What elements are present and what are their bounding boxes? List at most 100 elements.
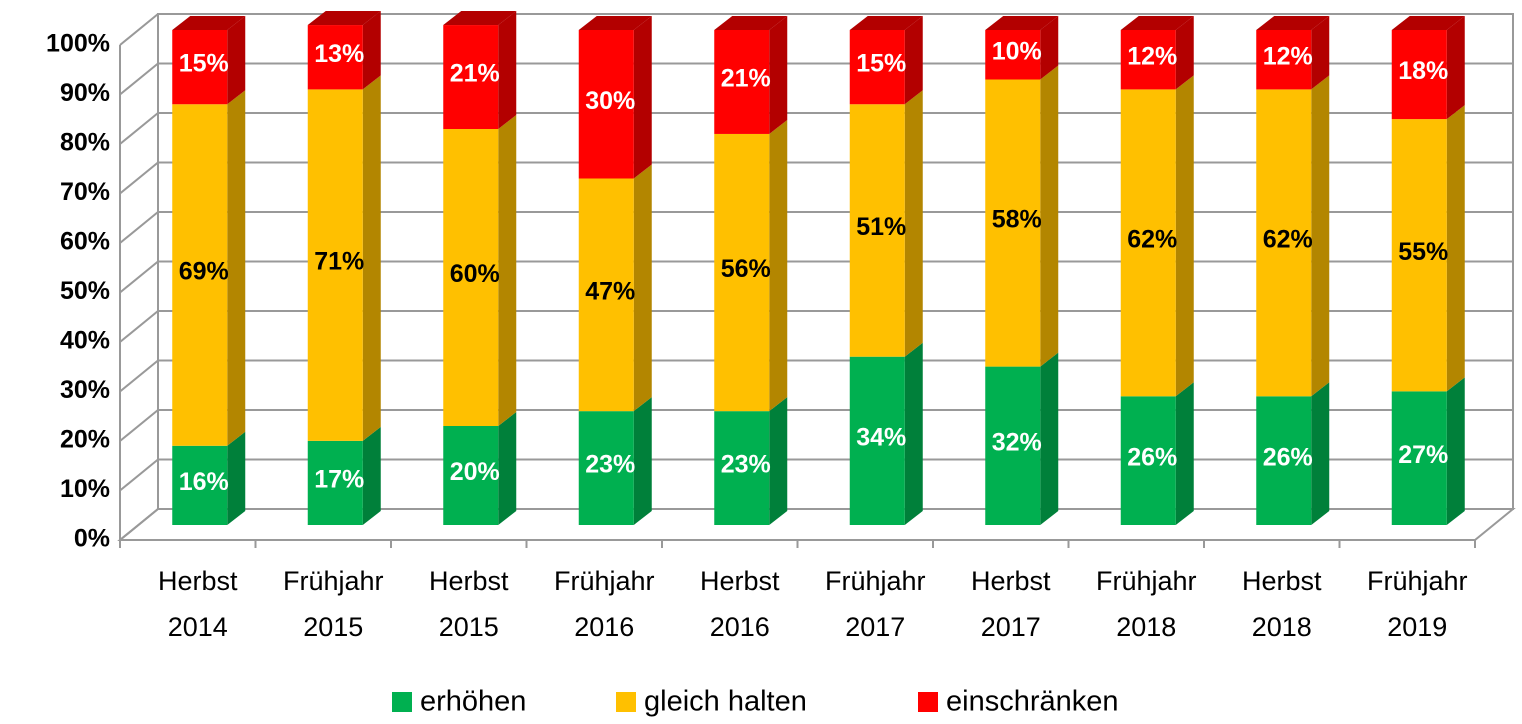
bar-segment bbox=[172, 30, 228, 105]
bar-side bbox=[1446, 377, 1465, 525]
legend-swatch bbox=[392, 692, 412, 712]
x-tick-label: Herbst 2014 bbox=[157, 566, 238, 642]
value-label: 51% bbox=[856, 213, 906, 241]
y-tick-label: 100% bbox=[46, 30, 110, 58]
bar-side bbox=[633, 397, 652, 525]
legend-label: einschränken bbox=[946, 686, 1119, 718]
bar-segment bbox=[849, 356, 905, 525]
x-tick-label: Herbst 2017 bbox=[970, 566, 1051, 642]
bar-segment bbox=[985, 30, 1041, 80]
bar-side bbox=[1040, 65, 1059, 367]
grid-line bbox=[119, 62, 1513, 96]
x-tick-label: Herbst 2015 bbox=[428, 566, 509, 642]
x-tick-label: Herbst 2018 bbox=[1241, 566, 1322, 642]
value-label: 71% bbox=[314, 248, 364, 276]
value-label: 21% bbox=[721, 65, 771, 93]
value-label: 23% bbox=[585, 451, 635, 479]
y-tick-label: 30% bbox=[60, 376, 110, 404]
bar-side bbox=[498, 11, 517, 129]
value-label: 30% bbox=[585, 87, 635, 115]
y-tick-label: 60% bbox=[60, 228, 110, 256]
bar-top bbox=[985, 16, 1059, 30]
value-label: 34% bbox=[856, 423, 906, 451]
bar-top bbox=[307, 11, 381, 26]
grid-line bbox=[119, 458, 1513, 492]
value-label: 56% bbox=[721, 255, 771, 283]
grid-line bbox=[119, 260, 1513, 294]
bar-top bbox=[849, 16, 923, 30]
value-label: 13% bbox=[314, 40, 364, 68]
value-label: 18% bbox=[1398, 57, 1448, 85]
value-label: 16% bbox=[179, 468, 229, 496]
bar-side bbox=[904, 342, 923, 525]
bar-top bbox=[578, 16, 652, 30]
bar-side bbox=[1175, 382, 1194, 525]
bar-side bbox=[1446, 16, 1465, 120]
bar-segment bbox=[1120, 396, 1176, 525]
bar-segment bbox=[1120, 89, 1176, 397]
grid-line bbox=[119, 508, 1513, 541]
bar-segment bbox=[1256, 396, 1312, 525]
y-tick-label: 50% bbox=[60, 277, 110, 305]
value-label: 60% bbox=[450, 260, 500, 288]
bar-side bbox=[1040, 16, 1059, 80]
value-label: 12% bbox=[1263, 42, 1313, 70]
bar-side bbox=[362, 11, 381, 90]
bar-top bbox=[1256, 16, 1330, 30]
bar-side bbox=[904, 16, 923, 105]
value-label: 15% bbox=[856, 50, 906, 78]
bar-side bbox=[362, 75, 381, 441]
bar-side bbox=[1311, 75, 1330, 397]
bar-side bbox=[769, 16, 788, 134]
value-label: 17% bbox=[314, 466, 364, 494]
value-label: 20% bbox=[450, 458, 500, 486]
bar-segment bbox=[307, 440, 363, 525]
grid-line bbox=[119, 13, 1513, 46]
bar-top bbox=[1391, 16, 1465, 30]
bar-side bbox=[1311, 382, 1330, 525]
bar-segment bbox=[714, 411, 770, 525]
value-label: 62% bbox=[1127, 225, 1177, 253]
bar-segment bbox=[443, 25, 499, 129]
grid-line bbox=[119, 409, 1513, 442]
bar-top bbox=[714, 16, 788, 30]
bar-segment bbox=[307, 89, 363, 441]
x-tick-label: Frühjahr 2017 bbox=[824, 566, 926, 642]
grid-line bbox=[119, 161, 1513, 195]
bar-segment bbox=[714, 133, 770, 412]
value-label: 27% bbox=[1398, 441, 1448, 469]
x-tick-label: Herbst 2016 bbox=[699, 566, 780, 642]
bar-segment bbox=[443, 129, 499, 426]
bar-segment bbox=[849, 104, 905, 357]
bar-side bbox=[227, 90, 246, 446]
value-label: 58% bbox=[992, 206, 1042, 234]
bar-side bbox=[362, 426, 381, 525]
value-label: 32% bbox=[992, 428, 1042, 456]
bar-side bbox=[1311, 16, 1330, 90]
bar-side bbox=[227, 16, 246, 105]
y-tick-label: 40% bbox=[60, 327, 110, 355]
bar-side bbox=[633, 164, 652, 412]
bar-segment bbox=[1391, 119, 1447, 392]
bar-top bbox=[172, 16, 246, 30]
legend-swatch bbox=[918, 692, 938, 712]
bar-side bbox=[904, 90, 923, 357]
value-label: 47% bbox=[585, 277, 635, 305]
grid-line bbox=[119, 211, 1513, 244]
y-tick-label: 10% bbox=[60, 475, 110, 503]
bar-side bbox=[769, 397, 788, 525]
bar-top bbox=[1120, 16, 1194, 30]
value-label: 69% bbox=[179, 258, 229, 286]
bar-segment bbox=[307, 25, 363, 90]
bar-segment bbox=[578, 178, 634, 412]
bar-top bbox=[443, 11, 517, 26]
x-tick-label: Frühjahr 2018 bbox=[1095, 566, 1197, 642]
bar-segment bbox=[443, 426, 499, 525]
grid-line bbox=[119, 112, 1513, 145]
bar-segment bbox=[985, 79, 1041, 367]
bar-segment bbox=[849, 30, 905, 105]
y-tick-label: 20% bbox=[60, 426, 110, 454]
grid-line bbox=[119, 310, 1513, 343]
